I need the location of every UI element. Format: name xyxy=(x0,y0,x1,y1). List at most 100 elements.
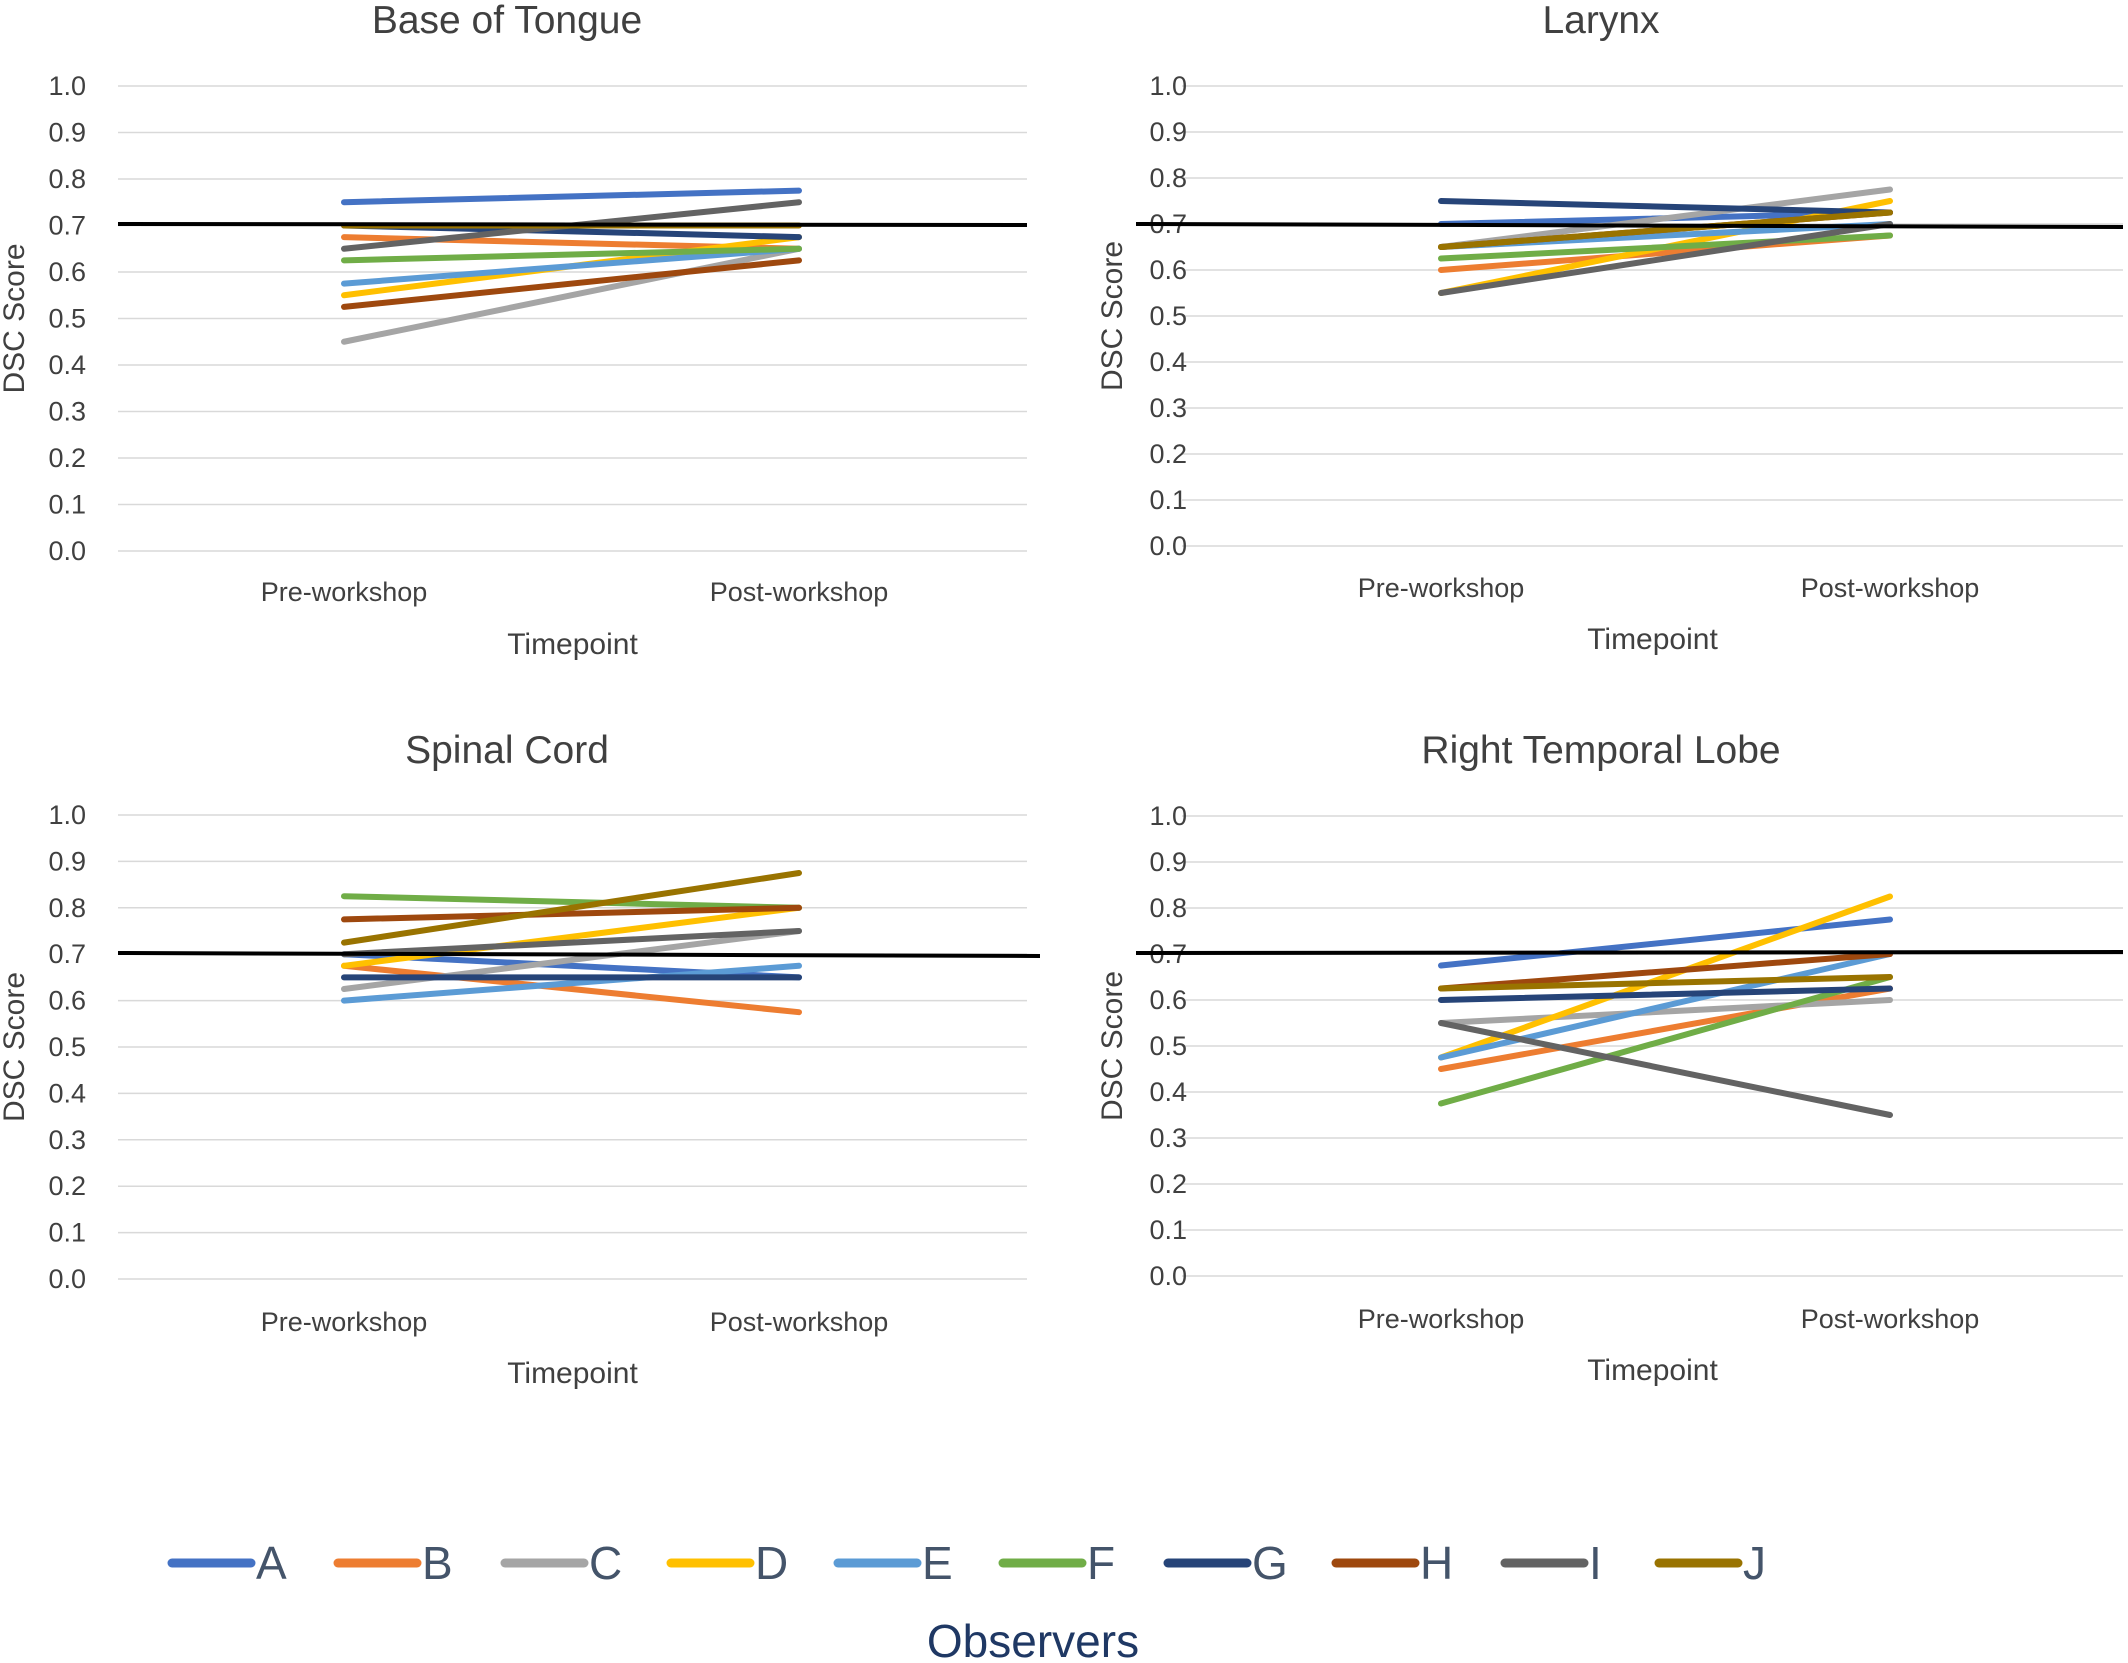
y-tick-label: 0.9 xyxy=(48,118,86,148)
y-tick-label: 0.3 xyxy=(1149,393,1187,423)
series-line-f xyxy=(341,245,802,264)
y-tick-label: 0.5 xyxy=(48,304,86,334)
series-line-c xyxy=(1438,997,1893,1026)
legend-item-g: G xyxy=(1163,1537,1288,1589)
x-tick-label: Post-workshop xyxy=(1801,573,1980,603)
legend-label: J xyxy=(1743,1537,1766,1589)
legend-label: C xyxy=(589,1537,622,1589)
legend: A B C D E F G H I J Observers xyxy=(167,1537,1766,1663)
x-tick-label: Pre-workshop xyxy=(261,1307,428,1337)
legend-item-h: H xyxy=(1331,1537,1453,1589)
series-line-d xyxy=(1438,893,1893,1061)
series-line-i xyxy=(1438,1020,1893,1118)
series-line-i xyxy=(341,928,802,958)
series-line-f xyxy=(341,893,802,911)
legend-label: G xyxy=(1252,1537,1288,1589)
x-tick-label: Post-workshop xyxy=(710,577,889,607)
y-tick-label: 0.8 xyxy=(48,164,86,194)
y-tick-label: 0.6 xyxy=(1149,985,1187,1015)
y-tick-label: 1.0 xyxy=(48,71,86,101)
series-line-g xyxy=(1438,198,1893,216)
legend-item-b: B xyxy=(333,1537,453,1589)
x-tick-label: Post-workshop xyxy=(1801,1304,1980,1334)
y-tick-label: 0.4 xyxy=(48,1078,86,1108)
series-line-c xyxy=(341,245,802,345)
series-line-f xyxy=(1438,974,1893,1107)
legend-item-j: J xyxy=(1654,1537,1766,1589)
legend-label: D xyxy=(755,1537,788,1589)
y-tick-label: 0.0 xyxy=(1149,1261,1187,1291)
y-tick-label: 0.0 xyxy=(48,536,86,566)
chart-title: Larynx xyxy=(1542,0,1660,42)
reference-line xyxy=(117,222,1028,227)
y-tick-label: 0.2 xyxy=(48,443,86,473)
legend-label: F xyxy=(1087,1537,1115,1589)
reference-line xyxy=(1135,222,2124,229)
y-tick-label: 0.1 xyxy=(1149,485,1187,515)
y-tick-label: 0.3 xyxy=(1149,1123,1187,1153)
series-line-h xyxy=(341,904,802,923)
legend-label: I xyxy=(1589,1537,1602,1589)
legend-label: B xyxy=(422,1537,453,1589)
series-line-j xyxy=(1438,209,1893,250)
legend-label: H xyxy=(1420,1537,1453,1589)
series-line-b xyxy=(341,962,802,1016)
y-tick-label: 0.8 xyxy=(48,893,86,923)
y-axis-title: DSC Score xyxy=(1096,971,1129,1121)
legend-item-f: F xyxy=(998,1537,1115,1589)
legend-item-c: C xyxy=(500,1537,622,1589)
y-tick-label: 0.0 xyxy=(48,1264,86,1294)
reference-line xyxy=(1135,950,2124,955)
y-tick-label: 0.8 xyxy=(1149,163,1187,193)
x-tick-label: Pre-workshop xyxy=(261,577,428,607)
y-tick-label: 0.2 xyxy=(1149,439,1187,469)
y-tick-label: 0.3 xyxy=(48,397,86,427)
y-tick-label: 0.2 xyxy=(48,1171,86,1201)
legend-label: A xyxy=(256,1537,287,1589)
series-line-h xyxy=(1438,951,1893,992)
chart-panel: 0.00.10.20.30.40.50.60.70.80.91.0Pre-wor… xyxy=(1096,729,2124,1387)
legend-title: Observers xyxy=(927,1615,1139,1663)
y-tick-label: 0.8 xyxy=(1149,893,1187,923)
x-axis-title: Timepoint xyxy=(1587,1354,1718,1387)
y-tick-label: 0.4 xyxy=(1149,1077,1187,1107)
y-tick-label: 0.6 xyxy=(48,257,86,287)
x-axis-title: Timepoint xyxy=(507,628,638,661)
series-line-d xyxy=(341,904,802,969)
y-tick-label: 0.1 xyxy=(48,490,86,520)
legend-item-e: E xyxy=(833,1537,953,1589)
y-tick-label: 0.5 xyxy=(48,1032,86,1062)
y-tick-label: 0.5 xyxy=(1149,1031,1187,1061)
y-tick-label: 0.7 xyxy=(48,939,86,969)
series-line-f xyxy=(1438,232,1893,262)
series-line-a xyxy=(341,187,802,206)
x-tick-label: Post-workshop xyxy=(710,1307,889,1337)
y-tick-label: 0.9 xyxy=(1149,847,1187,877)
legend-item-i: I xyxy=(1500,1537,1602,1589)
y-axis-title: DSC Score xyxy=(0,243,31,393)
chart-title: Base of Tongue xyxy=(372,0,642,42)
series-line-j xyxy=(1438,974,1893,992)
y-tick-label: 0.5 xyxy=(1149,301,1187,331)
chart-title: Spinal Cord xyxy=(405,729,609,772)
y-tick-label: 0.1 xyxy=(1149,1215,1187,1245)
legend-label: E xyxy=(922,1537,953,1589)
series-line-e xyxy=(341,245,802,287)
y-tick-label: 0.9 xyxy=(48,846,86,876)
y-axis-title: DSC Score xyxy=(0,972,31,1122)
y-tick-label: 0.1 xyxy=(48,1218,86,1248)
x-tick-label: Pre-workshop xyxy=(1358,1304,1525,1334)
chart-panel: 0.0 0.1 0.2 0.3 0.4 0.5 0.6 0.7 0.8 0.9 1.0 Pre-wor… xyxy=(0,0,1028,661)
y-tick-label: 0.4 xyxy=(1149,347,1187,377)
y-tick-label: 1.0 xyxy=(48,800,86,830)
series-line-i xyxy=(1438,221,1893,296)
series-line-h xyxy=(341,257,802,310)
y-axis-title: DSC Score xyxy=(1096,241,1129,391)
chart-panel: 0.00.10.20.30.40.50.60.70.80.91.0Pre-wor… xyxy=(1096,0,2124,656)
series-line-e xyxy=(341,962,802,1004)
y-tick-label: 0.4 xyxy=(48,350,86,380)
y-tick-label: 0.6 xyxy=(1149,255,1187,285)
x-tick-label: Pre-workshop xyxy=(1358,573,1525,603)
y-tick-label: 0.7 xyxy=(48,211,86,241)
